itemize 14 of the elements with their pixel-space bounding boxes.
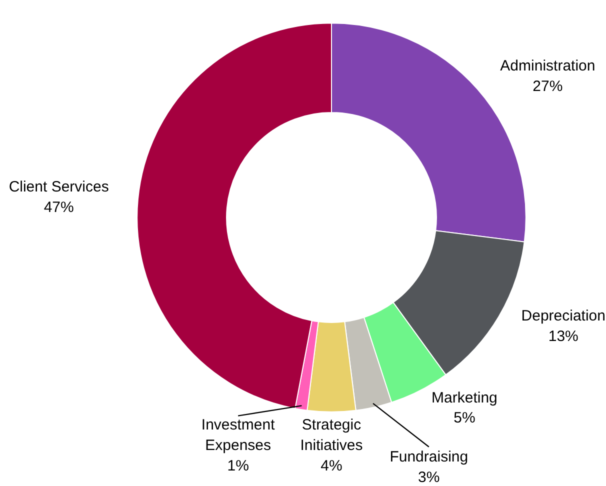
slice-label: Marketing: [432, 389, 498, 406]
slice-label: Administration: [500, 57, 596, 74]
slice-label: Investment Expenses: [201, 416, 276, 454]
data-label: 3%: [418, 469, 440, 486]
data-label: 13%: [548, 328, 578, 346]
data-label: 5%: [454, 410, 476, 427]
slice-label: Depreciation: [521, 308, 606, 325]
data-label: 27%: [532, 78, 563, 95]
data-label: 4%: [320, 457, 342, 474]
slice-label: Client Services: [8, 178, 109, 196]
data-label: 1%: [227, 457, 249, 474]
slice-label: Strategic Initiatives: [300, 416, 363, 454]
data-label: 47%: [44, 199, 74, 216]
slice-label: Fundraising: [390, 448, 468, 466]
